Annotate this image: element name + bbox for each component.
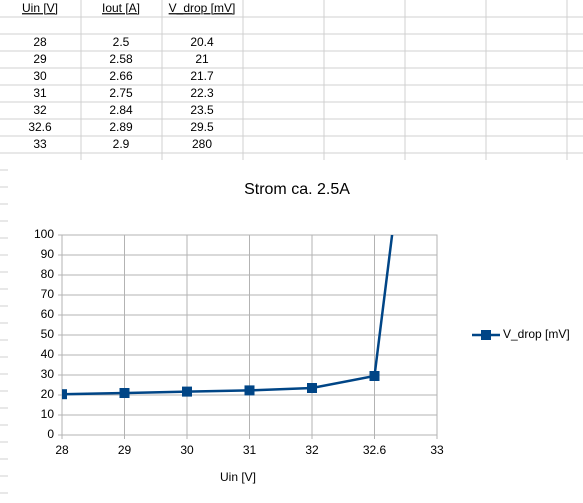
y-tick-label: 90	[41, 247, 55, 261]
x-tick-label: 32	[305, 443, 319, 457]
data-marker	[119, 388, 130, 398]
header-cell: Iout [A]	[102, 1, 140, 15]
x-tick-label: 33	[430, 443, 444, 457]
y-tick-label: 80	[41, 267, 55, 281]
cell: 33	[33, 137, 47, 151]
y-tick-label: 100	[34, 227, 54, 241]
header-cell: Uin [V]	[22, 1, 58, 15]
cell: 22.3	[190, 86, 214, 100]
cell: 2.58	[109, 52, 133, 66]
cell: 2.89	[109, 120, 133, 134]
x-tick-label: 31	[243, 443, 257, 457]
cell: 28	[33, 35, 47, 49]
data-marker	[182, 386, 192, 397]
cell: 2.75	[109, 86, 133, 100]
cell: 23.5	[190, 103, 214, 117]
cell: 20.4	[190, 35, 214, 49]
x-tick-label: 30	[180, 443, 194, 457]
data-marker	[307, 383, 317, 393]
data-marker	[244, 385, 255, 396]
legend-marker	[481, 330, 491, 340]
cell: 31	[33, 86, 47, 100]
header-cell: V_drop [mV]	[169, 1, 236, 15]
cell: 32.6	[28, 120, 52, 134]
y-tick-label: 70	[41, 287, 55, 301]
cell: 29	[33, 52, 47, 66]
data-marker	[62, 389, 67, 400]
cell: 2.84	[109, 103, 133, 117]
y-tick-label: 60	[41, 307, 55, 321]
y-tick-label: 30	[41, 367, 55, 381]
cell: 21.7	[190, 69, 214, 83]
cell: 2.5	[113, 35, 130, 49]
cell: 2.9	[113, 137, 130, 151]
x-tick-label: 28	[55, 443, 69, 457]
data-marker	[369, 371, 380, 381]
cell: 280	[192, 137, 212, 151]
series	[62, 235, 394, 400]
legend-label: V_drop [mV]	[503, 327, 570, 341]
y-tick-label: 0	[47, 427, 54, 441]
cell: 21	[195, 52, 209, 66]
cell: 29.5	[190, 120, 214, 134]
cell: 30	[33, 69, 47, 83]
chart-title: Strom ca. 2.5A	[244, 181, 350, 198]
y-tick-label: 40	[41, 347, 55, 361]
cell: 32	[33, 103, 47, 117]
cell: 2.66	[109, 69, 133, 83]
y-tick-label: 50	[41, 327, 55, 341]
x-axis-title: Uin [V]	[220, 470, 256, 484]
y-tick-label: 20	[41, 387, 55, 401]
x-tick-label: 29	[118, 443, 132, 457]
y-tick-label: 10	[41, 407, 55, 421]
x-tick-label: 32.6	[363, 443, 387, 457]
